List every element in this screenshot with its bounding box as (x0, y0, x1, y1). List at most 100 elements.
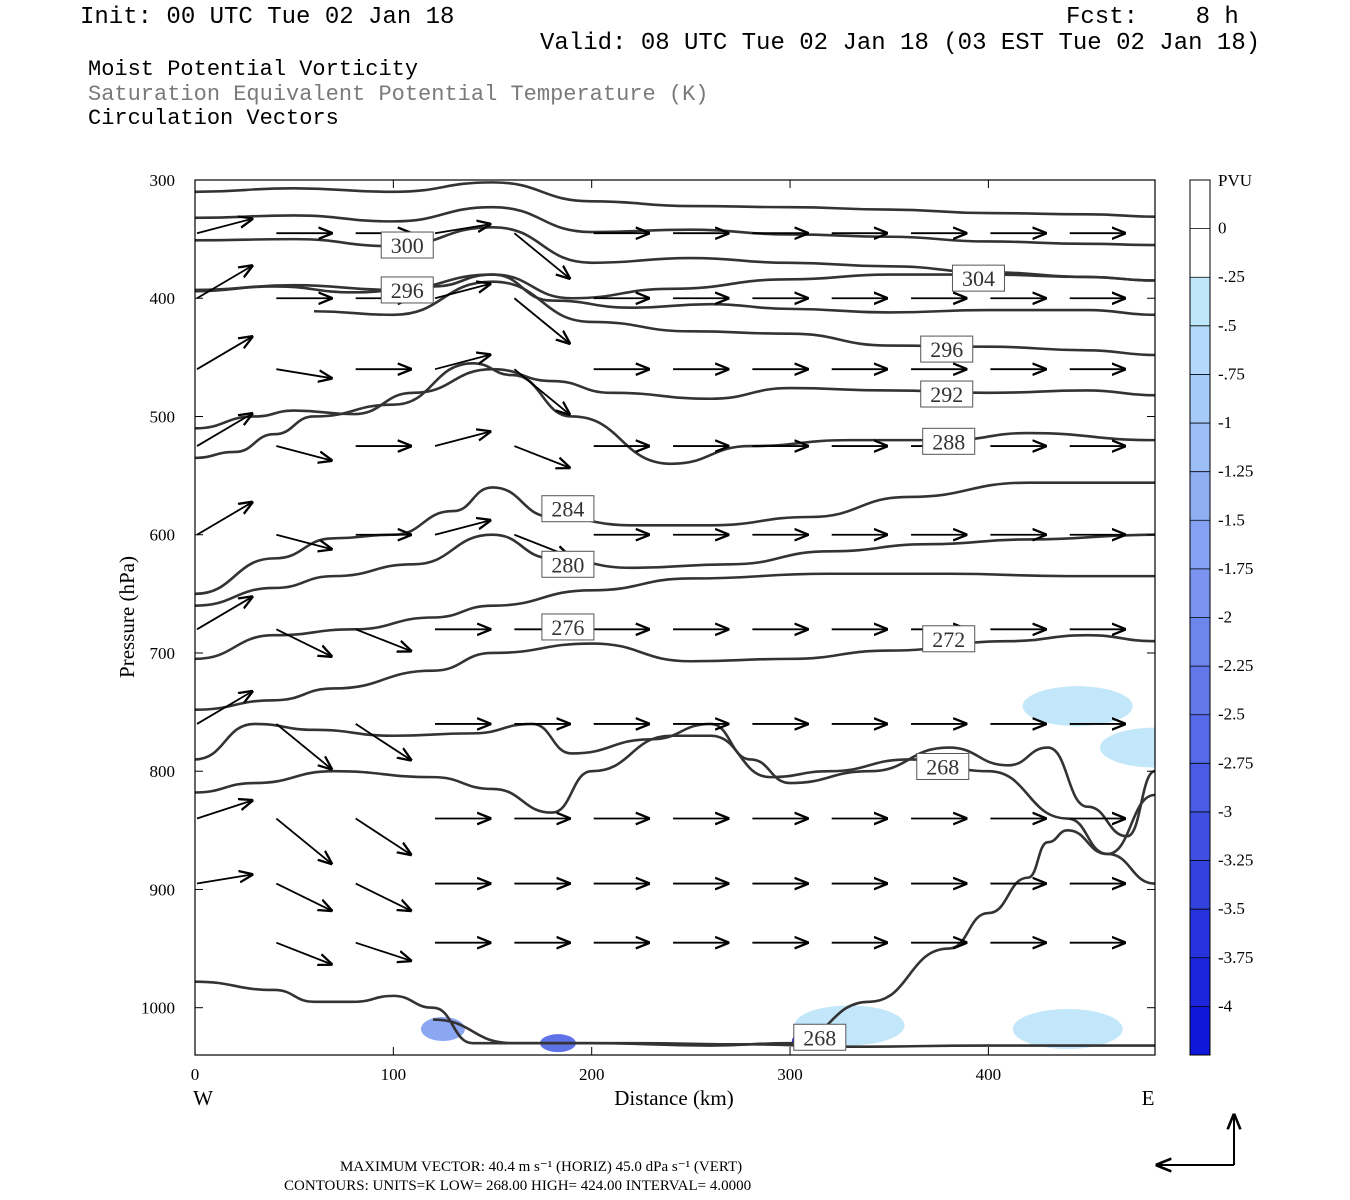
circulation-vector (434, 432, 490, 447)
circulation-vector (196, 502, 252, 536)
circulation-vector (355, 882, 411, 911)
colorbar-label: -3.5 (1218, 899, 1245, 918)
theta-contour-line (433, 1018, 1155, 1049)
contour-labels: 300 296 304 296 292 288 284 280 276 272 268 268 (380, 231, 1005, 1051)
theta-contour-line (195, 533, 1155, 607)
contour-label-box (541, 613, 595, 641)
x-tick-label: 200 (579, 1065, 605, 1084)
y-tick-label: 1000 (141, 999, 175, 1018)
circulation-vector (434, 224, 490, 235)
circulation-vector (275, 628, 331, 656)
colorbar: 0 -.25 -.5 -.75 -1 -1.25 -1.5 -1.75 -2 -2.25 -2.5 -… (1189, 179, 1253, 1056)
west-label: W (193, 1086, 213, 1110)
axes: 0 100 200 300 400 300 400 500 600 700 800 900 1000 (141, 171, 1155, 1084)
theta-contour-line (195, 273, 1155, 317)
colorbar-label: -4 (1218, 996, 1233, 1015)
colorbar-swatch (1190, 811, 1210, 862)
valid-time: Valid: 08 UTC Tue 02 Jan 18 (03 EST Tue … (540, 30, 1261, 57)
reference-vector-icon (1157, 1115, 1234, 1165)
colorbar-swatch (1190, 957, 1210, 1007)
circulation-vector (196, 801, 252, 820)
contour-label-box (541, 495, 595, 523)
contour-label: 300 (391, 233, 424, 258)
theta-contour-line (195, 205, 1155, 247)
title-pv: Moist Potential Vorticity (88, 57, 419, 82)
colorbar-swatch (1190, 860, 1210, 910)
east-label: E (1142, 1086, 1155, 1110)
circulation-vector (276, 445, 331, 460)
theta-contour-line (195, 722, 1155, 838)
colorbar-swatch (1190, 180, 1210, 230)
pv-shading (420, 686, 1155, 1053)
x-tick-label: 400 (976, 1065, 1002, 1084)
circulation-vector (196, 414, 252, 447)
forecast-hour: Fcst: 8 h (1066, 4, 1239, 31)
theta-contour-line (195, 361, 1155, 466)
colorbar-label: -.75 (1218, 364, 1245, 383)
circulation-vector (196, 337, 252, 370)
theta-contour-line (195, 793, 1155, 1047)
y-tick-label: 700 (150, 644, 176, 663)
colorbar-swatch (1190, 1006, 1210, 1056)
contour-label: 280 (551, 552, 584, 577)
colorbar-label: -3 (1218, 802, 1232, 821)
plot-frame (194, 179, 1156, 1056)
circulation-vector (275, 882, 331, 911)
circulation-vector (434, 355, 490, 371)
contour-label: 296 (391, 278, 424, 303)
circulation-vector (196, 875, 252, 885)
theta-contours (195, 181, 1155, 1049)
circulation-vector (275, 817, 331, 864)
colorbar-label: -2.75 (1218, 753, 1253, 772)
contour-label-box (922, 427, 976, 455)
contour-label-box (380, 231, 434, 259)
colorbar-label: -3.75 (1218, 948, 1253, 967)
contour-label: 292 (930, 382, 963, 407)
contour-label-box (920, 380, 974, 408)
colorbar-swatch (1190, 277, 1210, 327)
colorbar-label: 0 (1218, 219, 1227, 238)
circulation-vector (196, 692, 252, 725)
contour-label: 288 (932, 429, 965, 454)
circulation-vector (513, 368, 569, 414)
colorbar-swatch (1190, 617, 1210, 667)
colorbar-label: -.5 (1218, 316, 1236, 335)
circulation-vector (355, 817, 411, 855)
colorbar-swatch (1190, 471, 1210, 521)
x-tick-label: 0 (191, 1065, 200, 1084)
contour-label-box (380, 276, 434, 304)
pv-patch (1022, 686, 1133, 727)
contour-label: 272 (932, 627, 965, 652)
contour-label: 284 (551, 497, 584, 522)
circulation-vector (355, 628, 411, 651)
contour-label: 268 (926, 754, 959, 779)
title-vectors: Circulation Vectors (88, 106, 339, 131)
theta-contour-line (195, 572, 1155, 661)
colorbar-swatch (1190, 714, 1210, 764)
circulation-vector (276, 533, 331, 549)
y-tick-label: 500 (150, 407, 176, 426)
colorbar-swatch (1190, 666, 1210, 716)
theta-contour-line (195, 734, 1155, 885)
colorbar-label: -2.5 (1218, 705, 1245, 724)
colorbar-label: -1.25 (1218, 462, 1253, 481)
contour-label: 296 (930, 337, 963, 362)
circulation-vector (196, 597, 252, 631)
x-tick-label: 300 (777, 1065, 803, 1084)
theta-contour-line (195, 367, 1155, 430)
colorbar-swatch (1190, 568, 1210, 618)
contour-label-box (922, 625, 976, 653)
colorbar-title: PVU (1218, 171, 1252, 190)
pv-patch (1012, 1008, 1123, 1049)
colorbar-swatch (1190, 909, 1210, 959)
colorbar-swatch (1190, 520, 1210, 570)
colorbar-swatch (1190, 423, 1210, 473)
contour-label-box (920, 335, 974, 363)
contour-label: 268 (803, 1025, 836, 1050)
init-time: Init: 00 UTC Tue 02 Jan 18 (80, 4, 455, 31)
colorbar-label: -1.5 (1218, 510, 1245, 529)
colorbar-label: -1 (1218, 413, 1232, 432)
contour-label-box (951, 264, 1005, 292)
colorbar-swatch (1190, 228, 1210, 278)
